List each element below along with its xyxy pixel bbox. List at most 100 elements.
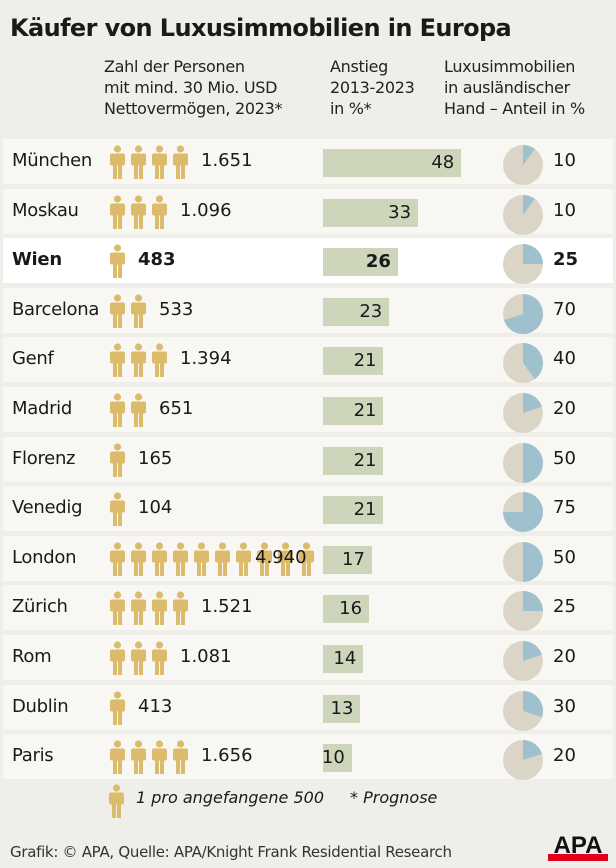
- legend-asterisk-note: * Prognose: [350, 788, 438, 807]
- person-icon: [110, 542, 125, 576]
- foreign-share-pie: [503, 244, 543, 285]
- increase-label: 33: [388, 201, 412, 223]
- city-name: Wien: [12, 249, 62, 271]
- pie-slice-share: [523, 194, 535, 215]
- table-row: Barcelona 533 23 70: [3, 287, 613, 334]
- person-icon: [194, 542, 209, 576]
- person-icon: [152, 145, 167, 179]
- person-icons: [107, 542, 317, 576]
- person-icon: [152, 641, 167, 675]
- person-icon: [110, 244, 125, 279]
- table-row: Zürich 1.521 16 25: [3, 585, 613, 632]
- person-icons: [107, 591, 191, 626]
- header-line: Luxusimmobilien: [444, 57, 576, 76]
- person-icon: [110, 690, 125, 725]
- city-name: Zürich: [12, 596, 68, 618]
- foreign-share-pie: [503, 591, 543, 632]
- foreign-share-label: 40: [553, 348, 576, 370]
- foreign-share-label: 20: [553, 398, 576, 419]
- foreign-share-pie: [503, 343, 543, 384]
- pie-slice-share: [503, 492, 543, 533]
- person-icon: [131, 542, 146, 576]
- apa-logo: APA: [548, 832, 608, 861]
- increase-label: 14: [333, 648, 357, 669]
- person-icon: [109, 784, 124, 818]
- person-icon: [131, 641, 146, 675]
- pie-slice-share: [523, 393, 543, 413]
- increase-label: 16: [339, 598, 363, 620]
- header-line: in ausländischer: [444, 78, 570, 97]
- increase-bar: 14: [323, 645, 364, 673]
- foreign-share-pie: [503, 442, 543, 483]
- person-icon: [110, 591, 125, 626]
- person-icon: [131, 194, 146, 229]
- column-header-persons: Zahl der Personen mit mind. 30 Mio. USD …: [104, 56, 282, 119]
- person-icon: [110, 740, 125, 775]
- person-icons: [107, 393, 149, 427]
- increase-label: 26: [365, 251, 391, 273]
- increase-bar: 21: [323, 446, 384, 475]
- persons-value: 104: [138, 497, 173, 519]
- increase-label: 13: [330, 697, 354, 719]
- person-icon: [215, 542, 230, 576]
- city-name: Dublin: [12, 695, 69, 717]
- person-icons: [107, 442, 128, 477]
- person-icon: [257, 542, 272, 576]
- city-name: Genf: [12, 348, 54, 370]
- chart-title: Käufer von Luxusimmobilien in Europa: [10, 14, 512, 42]
- person-icon: [152, 591, 167, 626]
- pie-slice-share: [523, 641, 543, 661]
- person-icon: [173, 542, 188, 576]
- header-line: Zahl der Personen: [104, 57, 245, 76]
- foreign-share-pie: [503, 145, 543, 185]
- table-row: Rom 1.081 14 20: [3, 635, 613, 681]
- person-icon: [131, 591, 146, 626]
- city-name: Madrid: [12, 398, 73, 419]
- person-icons: [107, 244, 128, 279]
- increase-bar: 26: [323, 248, 398, 277]
- persons-value: 1.394: [180, 348, 232, 370]
- person-icons: [107, 343, 170, 378]
- increase-label: 21: [353, 449, 377, 471]
- pie-slice-share: [523, 690, 543, 717]
- foreign-share-label: 25: [553, 596, 576, 618]
- person-icon: [110, 194, 125, 229]
- increase-label: 21: [353, 400, 377, 421]
- person-icon: [278, 542, 293, 576]
- increase-bar: 16: [323, 595, 370, 624]
- person-icon: [173, 740, 188, 775]
- increase-label: 23: [359, 300, 383, 322]
- foreign-share-label: 70: [553, 298, 576, 320]
- person-icon: [152, 542, 167, 576]
- person-icon: [131, 393, 146, 427]
- person-icon: [131, 343, 146, 378]
- person-icon: [110, 641, 125, 675]
- increase-label: 21: [353, 350, 377, 372]
- person-icon: [173, 591, 188, 626]
- pie-slice-share: [523, 591, 543, 612]
- increase-bar: 23: [323, 297, 390, 326]
- increase-bar: 10: [322, 744, 352, 773]
- column-header-increase: Anstieg 2013-2023 in %*: [330, 56, 415, 119]
- increase-bar: 33: [323, 198, 419, 227]
- table-row: München 1.651 48 10: [3, 139, 613, 185]
- foreign-share-label: 20: [553, 745, 576, 767]
- person-icon: [131, 294, 146, 328]
- table-row: Genf 1.394 21 40: [3, 337, 613, 384]
- foreign-share-pie: [503, 194, 543, 235]
- person-icon: [131, 145, 146, 179]
- persons-value: 1.081: [180, 646, 232, 667]
- person-icon: [110, 343, 125, 378]
- pie-slice-share: [523, 740, 543, 761]
- foreign-share-pie: [503, 393, 543, 433]
- foreign-share-pie: [503, 492, 543, 533]
- table-row: Paris 1.656 10 20: [3, 734, 613, 781]
- person-icon: [152, 194, 167, 229]
- increase-label: 48: [431, 152, 455, 173]
- foreign-share-pie: [503, 740, 543, 781]
- person-icon: [299, 542, 314, 576]
- increase-label: 17: [342, 548, 365, 570]
- table-row: Wien 483 26 25: [3, 238, 613, 285]
- persons-value: 413: [138, 695, 173, 717]
- foreign-share-label: 75: [553, 497, 576, 519]
